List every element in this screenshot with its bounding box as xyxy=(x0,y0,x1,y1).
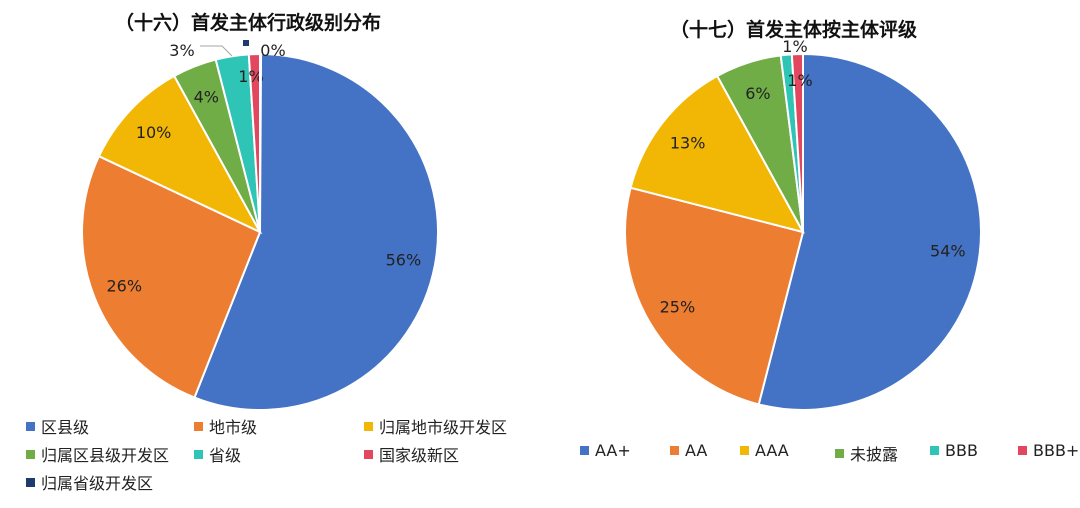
slice-value-label: 26% xyxy=(107,277,143,296)
slice-value-label: 1% xyxy=(782,37,807,56)
pie-slice xyxy=(624,186,805,406)
legend-label: AAA xyxy=(755,441,789,460)
legend-item: 未披露 xyxy=(835,441,898,465)
pie-slice xyxy=(629,74,805,234)
slice-value-label: 1% xyxy=(238,67,263,86)
legend-label: 未披露 xyxy=(850,445,899,464)
pie-slice xyxy=(193,52,439,411)
legend-swatch xyxy=(26,449,35,459)
legend-swatch xyxy=(580,446,589,455)
legend-item: 国家级新区 xyxy=(364,442,459,466)
legend-swatch xyxy=(364,421,373,431)
chart-title: （十六）首发主体行政级别分布 xyxy=(115,12,382,34)
pie-slice xyxy=(259,52,263,233)
legend-label: 地市级 xyxy=(209,418,258,437)
slice-value-label: 56% xyxy=(386,250,422,269)
legend-swatch xyxy=(740,446,749,455)
legend-swatch xyxy=(364,449,373,459)
slice-value-label: 6% xyxy=(745,84,770,103)
label-marker xyxy=(243,40,249,46)
chart-panel-rating: （十七）首发主体按主体评级 54% 25% 13% 6% 1% 1% AA+ AA AAA 未披… xyxy=(540,0,1080,508)
legend-swatch xyxy=(194,421,203,431)
legend-item: 地市级 xyxy=(194,414,257,438)
pie-chart-admin-level: 56% 26% 10% 4% 3% 1% 0% xyxy=(81,40,439,411)
legend-item: 归属省级开发区 xyxy=(26,470,153,494)
chart-title: （十七）首发主体按主体评级 xyxy=(670,19,918,41)
legend-swatch xyxy=(194,449,203,459)
legend-item: AA+ xyxy=(580,441,631,460)
legend-label: 国家级新区 xyxy=(379,446,460,465)
slice-value-label: 54% xyxy=(930,241,966,260)
legend-swatch xyxy=(835,448,844,458)
slice-value-label: 3% xyxy=(169,41,194,60)
legend-item: 区县级 xyxy=(26,414,89,438)
slice-value-label: 10% xyxy=(136,123,172,142)
legend-item: AAA xyxy=(740,441,789,460)
legend-label: AA xyxy=(685,441,708,460)
legend-label: 归属区县级开发区 xyxy=(41,446,170,465)
legend-label: 省级 xyxy=(209,446,242,465)
pie-slice xyxy=(757,52,982,411)
slice-value-label: 4% xyxy=(194,87,219,106)
legend-item: 归属地市级开发区 xyxy=(364,414,507,438)
legend-item: BBB+ xyxy=(1018,441,1079,460)
legend-label: AA+ xyxy=(595,441,631,460)
leader-line xyxy=(200,45,233,57)
pie-slice xyxy=(97,74,263,235)
slice-value-label: 25% xyxy=(660,297,696,316)
legend-label: 区县级 xyxy=(41,418,90,437)
chart-panel-admin-level: （十六）首发主体行政级别分布 56% 26% 10% 4% 3% 1% 0% 区县级 地市级归… xyxy=(26,12,507,494)
slice-value-label: 0% xyxy=(260,41,285,60)
pie-chart-rating: 54% 25% 13% 6% 1% 1% xyxy=(624,37,982,411)
legend-swatch xyxy=(670,446,679,455)
legend-swatch xyxy=(26,421,35,431)
legend-swatch xyxy=(26,477,35,487)
pie-slice xyxy=(790,52,804,233)
pie-slice xyxy=(81,154,262,399)
legend-item: 省级 xyxy=(194,442,241,466)
legend-swatch xyxy=(1018,446,1027,455)
legend-label: 归属省级开发区 xyxy=(41,474,154,493)
slice-value-label: 13% xyxy=(670,134,706,153)
legend-item: 归属区县级开发区 xyxy=(26,442,169,466)
legend-swatch xyxy=(930,446,939,455)
legend-item: AA xyxy=(670,441,707,460)
legend-label: BBB+ xyxy=(1033,441,1080,460)
legend-item: BBB xyxy=(930,441,978,460)
legend-label: 归属地市级开发区 xyxy=(379,418,508,437)
legend-label: BBB xyxy=(945,441,978,460)
slice-value-label: 1% xyxy=(787,71,812,90)
